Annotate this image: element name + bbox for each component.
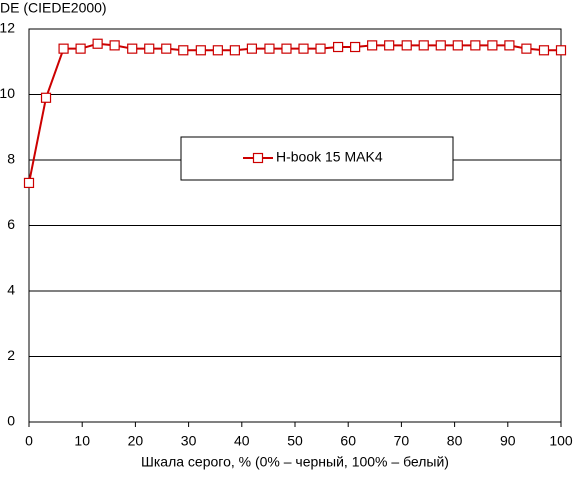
x-tick-label: 20 — [128, 433, 144, 449]
point-marker — [92, 38, 103, 49]
x-tick-label: 30 — [181, 433, 197, 449]
point-marker — [75, 43, 86, 54]
point-marker — [212, 45, 223, 56]
point-marker — [538, 45, 550, 56]
point-marker — [315, 43, 326, 54]
x-tick-label: 0 — [25, 433, 33, 449]
point-marker — [367, 40, 378, 51]
x-tick-label: 100 — [549, 433, 573, 449]
legend-marker — [252, 152, 264, 164]
point-marker — [452, 40, 463, 51]
point-marker — [332, 41, 344, 53]
point-marker — [555, 45, 567, 56]
y-tick-label: 10 — [0, 85, 15, 101]
x-tick-label: 70 — [394, 433, 410, 449]
point-marker — [435, 40, 446, 51]
point-marker — [504, 40, 515, 51]
x-tick-label: 80 — [447, 433, 463, 449]
y-tick-label: 12 — [0, 20, 15, 36]
y-tick-label: 8 — [7, 151, 15, 167]
point-marker — [246, 43, 258, 54]
point-marker — [521, 43, 532, 54]
point-marker — [178, 45, 189, 56]
x-tick-label: 40 — [234, 433, 250, 449]
point-marker — [350, 41, 361, 53]
point-marker — [401, 40, 412, 51]
point-marker — [384, 40, 395, 51]
point-marker — [144, 43, 155, 54]
y-tick-label: 6 — [7, 216, 15, 232]
point-marker — [281, 43, 292, 54]
x-tick-label: 50 — [287, 433, 303, 449]
plot-frame — [28, 28, 562, 423]
point-marker — [195, 45, 206, 56]
point-marker — [487, 40, 498, 51]
y-tick-label: 2 — [7, 347, 15, 363]
y-tick-label: 4 — [7, 282, 15, 298]
x-tick-label: 90 — [500, 433, 516, 449]
x-axis-label: Шкала серого, % (0% – черный, 100% – бел… — [141, 454, 449, 470]
x-tick-label: 10 — [74, 433, 90, 449]
point-marker — [23, 177, 35, 189]
x-tick-label: 60 — [340, 433, 356, 449]
point-marker — [298, 43, 309, 54]
legend-box — [180, 136, 454, 181]
legend-label: H-book 15 MAK4 — [276, 149, 383, 165]
point-marker — [264, 43, 275, 54]
point-marker — [418, 40, 429, 51]
y-tick-label: 0 — [7, 413, 15, 429]
point-marker — [127, 43, 138, 54]
point-marker — [109, 40, 120, 51]
y-axis-label: DE (CIEDE2000) — [0, 0, 107, 16]
point-marker — [58, 43, 69, 54]
point-marker — [161, 43, 172, 54]
point-marker — [40, 92, 52, 103]
point-marker — [470, 40, 481, 51]
point-marker — [229, 45, 240, 56]
